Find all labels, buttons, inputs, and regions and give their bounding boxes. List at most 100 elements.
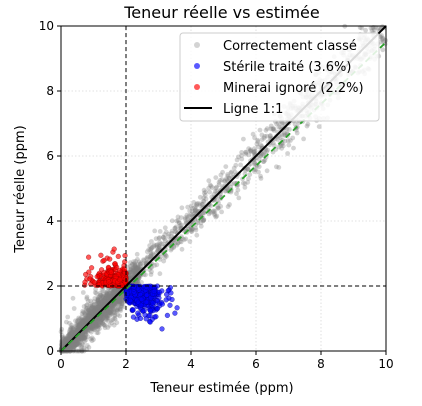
data-point — [103, 298, 109, 304]
data-point — [66, 333, 71, 338]
data-point — [66, 335, 72, 341]
data-point — [226, 175, 232, 181]
data-point — [73, 338, 79, 344]
data-point — [215, 204, 221, 210]
data-point — [113, 300, 118, 306]
data-point — [80, 317, 85, 323]
data-point — [81, 335, 87, 340]
data-point — [100, 294, 105, 300]
data-point — [117, 296, 122, 301]
data-point — [93, 287, 98, 292]
data-point — [63, 337, 69, 343]
data-point — [83, 328, 89, 334]
data-point — [66, 332, 72, 337]
data-point — [174, 242, 180, 248]
data-point — [69, 324, 75, 330]
data-point — [80, 318, 86, 324]
data-point — [278, 124, 283, 130]
data-point — [177, 223, 183, 229]
data-point — [252, 159, 257, 165]
x-axis-title: Teneur estimée (ppm) — [149, 381, 293, 396]
data-point — [71, 344, 76, 350]
data-point — [68, 330, 74, 336]
data-point — [84, 309, 90, 315]
data-point — [91, 308, 96, 314]
data-point — [82, 316, 88, 322]
data-point — [131, 268, 137, 273]
data-point — [276, 124, 282, 130]
data-point — [106, 309, 112, 314]
data-point — [110, 291, 116, 297]
data-point — [174, 305, 180, 311]
data-point — [75, 326, 81, 332]
data-point — [78, 316, 83, 322]
data-point — [157, 235, 162, 241]
data-point — [201, 198, 206, 204]
data-point — [246, 146, 252, 152]
data-point — [67, 331, 72, 337]
data-point — [97, 296, 103, 302]
data-point — [245, 166, 251, 172]
data-point — [87, 324, 93, 329]
data-point — [134, 266, 140, 272]
data-point — [103, 293, 109, 299]
data-point — [156, 243, 162, 249]
data-point — [63, 337, 68, 343]
data-point — [104, 316, 109, 322]
data-point — [294, 130, 300, 136]
data-point — [80, 336, 86, 341]
data-point — [90, 309, 95, 315]
y-tick-label: 10 — [39, 19, 54, 33]
data-point — [88, 313, 94, 319]
data-point — [78, 321, 83, 326]
data-point — [213, 175, 219, 181]
y-tick-label: 4 — [46, 214, 54, 228]
data-point — [110, 306, 116, 312]
data-point — [98, 317, 104, 323]
data-point — [100, 288, 106, 294]
data-point — [161, 258, 167, 264]
data-point — [245, 179, 251, 185]
data-point — [65, 336, 71, 342]
data-point — [84, 294, 90, 300]
data-point — [359, 25, 365, 31]
data-point — [239, 156, 245, 162]
data-point — [270, 140, 276, 146]
data-point — [90, 304, 96, 310]
data-point — [195, 201, 201, 206]
data-point — [87, 314, 92, 320]
data-point — [212, 209, 218, 214]
data-point — [369, 28, 375, 34]
data-point — [175, 240, 181, 246]
data-point — [93, 319, 99, 325]
data-point — [288, 138, 293, 143]
data-point — [79, 334, 85, 339]
data-point — [114, 289, 119, 294]
data-point — [112, 301, 118, 307]
data-point — [176, 220, 182, 226]
data-point — [104, 297, 110, 303]
data-point — [80, 308, 86, 314]
data-point — [202, 193, 208, 198]
data-point — [118, 295, 123, 301]
data-point — [100, 295, 106, 300]
data-point — [239, 150, 245, 155]
data-point — [152, 263, 157, 268]
chart-title: Teneur réelle vs estimée — [123, 3, 319, 22]
data-point — [135, 279, 141, 285]
data-point — [118, 308, 124, 313]
data-point — [111, 322, 117, 328]
data-point — [368, 25, 374, 31]
data-point — [93, 323, 98, 329]
data-point — [85, 317, 91, 322]
data-point — [104, 295, 110, 300]
data-point — [88, 308, 93, 314]
data-point — [111, 290, 116, 295]
data-point — [198, 220, 204, 226]
data-point — [76, 317, 82, 322]
data-point — [256, 169, 261, 175]
data-point — [96, 301, 102, 306]
data-point — [189, 208, 195, 214]
data-point — [70, 331, 76, 337]
data-point — [380, 47, 386, 53]
